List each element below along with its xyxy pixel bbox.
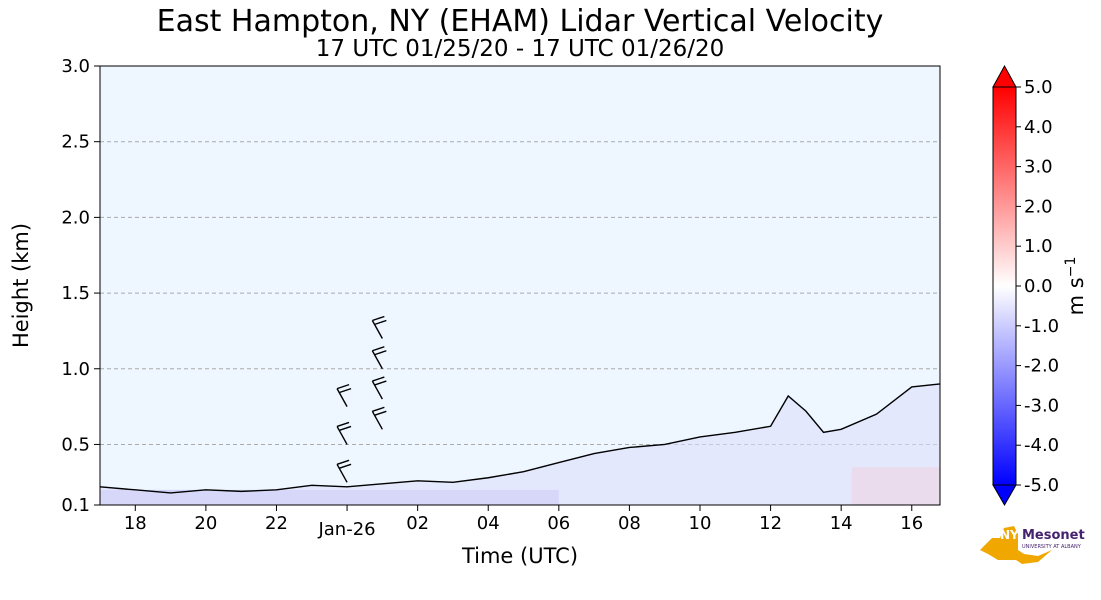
colorbar-unit: m s (1064, 277, 1088, 315)
wind-barb-staff (336, 388, 348, 407)
logo-nys-text: NYS (1000, 528, 1028, 542)
wind-barb (371, 315, 387, 339)
colorbar-tick-label: 0.0 (1024, 276, 1053, 297)
wind-barb-feather (374, 410, 387, 416)
x-tick-label: 12 (759, 513, 782, 534)
x-tick-label: 22 (265, 513, 288, 534)
x-tick-label: 14 (830, 513, 853, 534)
data-layer (99, 383, 941, 505)
wind-barbs (336, 315, 387, 483)
x-tick-label: 06 (547, 513, 570, 534)
colorbar-tick-label: -5.0 (1024, 475, 1059, 496)
wind-barb-feather (336, 459, 350, 465)
wind-barb-staff (336, 463, 348, 483)
colorbar-tick-label: 2.0 (1024, 196, 1053, 217)
colorbar-min-extension (992, 484, 1017, 507)
colorbar-tick-label: 4.0 (1024, 117, 1053, 138)
x-tick-label: 04 (477, 513, 500, 534)
y-tick-label: 0.5 (61, 434, 90, 455)
logo-brand-text: Mesonet (1022, 528, 1085, 543)
colorbar-tick-label: 1.0 (1024, 236, 1053, 257)
wind-barb-staff (336, 426, 348, 445)
x-tick-label: 10 (689, 513, 712, 534)
wind-barb-staff (371, 380, 383, 400)
colorbar-label: m s−1 (1063, 257, 1088, 316)
wind-barb (371, 346, 387, 370)
x-tick-label: 20 (194, 513, 217, 534)
colorbar-tick-label: -1.0 (1024, 316, 1059, 337)
y-tick-label: 1.5 (61, 283, 90, 304)
y-tick-label: 3.0 (61, 56, 90, 77)
wind-barb (371, 406, 387, 430)
colorbar-max-extension (992, 64, 1017, 88)
logo-sub-text: UNIVERSITY AT ALBANY (1022, 544, 1081, 550)
x-tick-label: 16 (900, 513, 923, 534)
ny-state-shape-icon (980, 526, 1052, 564)
colorbar-tick-label: -2.0 (1024, 356, 1059, 377)
x-tick-label: Jan-26 (317, 519, 375, 540)
wind-barb-feather (336, 383, 350, 390)
x-tick-label: 02 (406, 513, 429, 534)
colorbar-unit-exponent: −1 (1063, 257, 1079, 278)
x-tick-label: 18 (124, 513, 147, 534)
wind-barb-feather (338, 387, 352, 394)
axes: 18 20 22 Jan-26 02 04 06 08 10 12 14 16 Time (UTC) 0.… (9, 56, 941, 568)
wind-barb (371, 376, 387, 400)
y-tick-label: 2.0 (61, 207, 90, 228)
colorbar-tick-label: 3.0 (1024, 157, 1053, 178)
colorbar-tick-label: -4.0 (1024, 435, 1059, 456)
wind-barb-feather (338, 425, 352, 432)
wind-barb (336, 459, 352, 483)
wind-barb-feather (372, 406, 385, 412)
colorbar-body (992, 86, 1017, 486)
wind-barb (336, 421, 352, 445)
wind-barb-staff (371, 350, 383, 370)
plot-frame (99, 65, 941, 506)
wind-barb-feather (374, 319, 387, 326)
y-axis-label: Height (km) (9, 223, 33, 348)
wind-barb-feather (372, 346, 385, 352)
y-tick-label: 1.0 (61, 359, 90, 380)
chart-title: East Hampton, NY (EHAM) Lidar Vertical V… (156, 4, 884, 39)
wind-barb-feather (336, 421, 350, 428)
colorbar: 5.0 4.0 3.0 2.0 1.0 0.0 -1.0 -2.0 -3.0 -4.0 -5.0 m … (992, 64, 1088, 507)
x-axis-label: Time (UTC) (461, 544, 578, 568)
wind-barb (336, 383, 352, 407)
wind-barb-feather (374, 350, 387, 356)
x-tick-label: 08 (618, 513, 641, 534)
colorbar-tick-label: -3.0 (1024, 395, 1059, 416)
wind-barb-feather (338, 463, 352, 469)
wind-barb-staff (371, 410, 383, 430)
wind-barb-feather (374, 380, 387, 386)
wind-barb-staff (371, 320, 383, 339)
nys-mesonet-logo: NYS Mesonet UNIVERSITY AT ALBANY (978, 520, 1090, 568)
data-top-contour (99, 383, 941, 494)
y-tick-label: 2.5 (61, 132, 90, 153)
chart-subtitle: 17 UTC 01/25/20 - 17 UTC 01/26/20 (315, 36, 725, 62)
wind-barb-feather (372, 376, 385, 382)
y-tick-label: 0.1 (61, 495, 90, 516)
colorbar-tick-label: 5.0 (1024, 77, 1053, 98)
data-coverage-area (100, 383, 940, 505)
wind-barb-feather (372, 315, 385, 322)
